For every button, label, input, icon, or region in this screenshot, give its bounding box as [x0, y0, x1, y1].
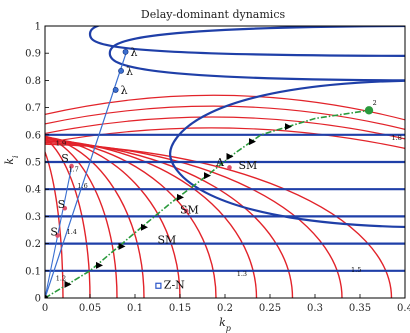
y-tick-label-4: 0.4: [25, 185, 41, 196]
origin-point: [45, 295, 48, 298]
lambda-marker-1: [122, 48, 129, 55]
contour-label-8: 1.5: [351, 266, 361, 274]
x-tick-label-2: 0.1: [127, 303, 143, 314]
x-tick-label-4: 0.2: [217, 303, 233, 314]
s-marker-1: [69, 163, 74, 169]
path-arrow-2: [96, 261, 103, 269]
annotation-4: SM: [239, 159, 258, 172]
contour-label-4: 1.4: [67, 228, 77, 236]
y-tick-label-9: 0.9: [25, 49, 41, 60]
s-marker-2: [62, 205, 68, 211]
y-tick-label-1: 0.1: [25, 266, 41, 277]
s-line: [45, 164, 73, 298]
annotation-5: A: [215, 156, 225, 169]
plot-area: λλλ1.91.71.61.41.21.81.31.52SSSSMASMSMZ-…: [45, 26, 405, 298]
zn-marker: [155, 282, 162, 289]
path-arrow-3: [118, 242, 126, 250]
annotation-1: S: [61, 152, 69, 165]
y-tick-label-0: 0: [35, 294, 41, 305]
x-tick-label-7: 0.35: [349, 303, 371, 314]
blue-ellipse-3: [88, 26, 405, 57]
lambda-marker-3: [112, 87, 119, 93]
x-tick-label-3: 0.15: [169, 303, 191, 314]
annotation-8: Z-N: [164, 278, 185, 291]
annotation-2: S: [58, 198, 66, 211]
red-upper-contour-2: [45, 116, 405, 140]
annotation-7: SM: [158, 234, 177, 247]
y-tick-label-3: 0.3: [25, 212, 41, 223]
contour-label-3: 1.6: [77, 182, 87, 190]
contour-label-6: 1.8: [392, 134, 402, 142]
x-tick-label-6: 0.3: [307, 303, 323, 314]
red-upper-contour-1: [45, 127, 405, 149]
contour-label-2: 1.7: [68, 166, 78, 174]
path-end-point: [364, 106, 374, 115]
red-upper-contour-3: [45, 105, 405, 130]
path-arrow-1: [64, 280, 72, 288]
lambda-marker-2: [118, 67, 124, 74]
contour-label-9: 2: [373, 99, 377, 107]
red-contour-1: [45, 149, 64, 298]
contour-label-1: 1.9: [56, 140, 66, 148]
s-marker-3: [55, 233, 60, 238]
red-upper-contour-4: [45, 94, 405, 121]
contour-label-7: 1.3: [237, 270, 247, 278]
optimization-path: [45, 109, 370, 298]
red-contour-2: [45, 137, 91, 298]
y-tick-label-6: 0.6: [25, 130, 41, 141]
y-axis-label: ki: [3, 155, 20, 165]
x-tick-label-1: 0.05: [79, 303, 101, 314]
axis-ticks: 0 0.05 0.1 0.15 0.2 0.25 0.3 0.35 0.4 0 0.1 0.2 0.3 0…: [25, 22, 410, 315]
path-arrow-4: [141, 223, 148, 231]
path-arrow-8: [249, 138, 256, 146]
special-point-1: [227, 165, 232, 170]
annotation-3: S: [50, 225, 58, 238]
lambda-label-1: λ: [131, 46, 138, 59]
y-tick-label-2: 0.2: [25, 239, 41, 250]
path-arrow-7: [226, 153, 234, 161]
x-tick-label-8: 0.4: [397, 303, 410, 314]
x-tick-label-5: 0.25: [259, 303, 281, 314]
plot-clipped: λλλ1.91.71.61.41.21.81.31.52SSSSMASMSMZ-…: [45, 26, 405, 298]
path-arrow-5: [177, 193, 184, 201]
lambda-label-2: λ: [126, 65, 133, 78]
lambda-label-3: λ: [121, 84, 128, 97]
contour-label-5: 1.2: [56, 274, 66, 282]
path-arrow-6: [204, 172, 211, 180]
y-tick-label-8: 0.8: [25, 76, 41, 87]
annotation-6: SM: [180, 204, 199, 217]
blue-ellipse-1: [168, 79, 405, 228]
path-arrow-9: [285, 123, 292, 131]
blue-ellipse-2: [108, 26, 405, 82]
chart-title: Delay-dominant dynamics: [141, 8, 286, 21]
x-tick-label-0: 0: [42, 303, 48, 314]
x-axis-label: kp: [219, 316, 231, 333]
special-point-2: [184, 208, 189, 214]
y-tick-label-7: 0.7: [25, 103, 41, 114]
y-tick-label-10: 1: [35, 22, 41, 33]
y-tick-label-5: 0.5: [25, 158, 41, 169]
